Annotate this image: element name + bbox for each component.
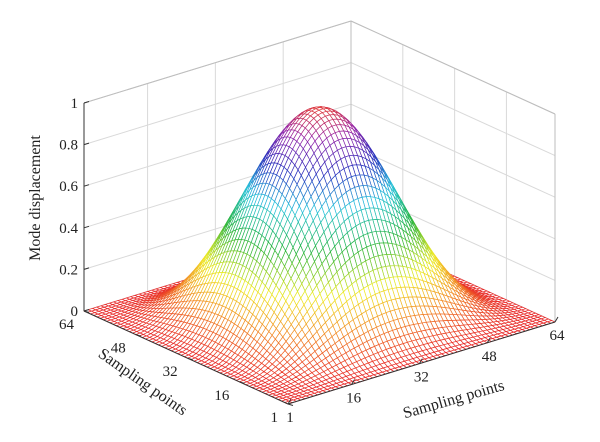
z-tick-label: 0.6: [59, 179, 78, 195]
y-tick: [135, 334, 141, 337]
y-tick-label: 16: [214, 388, 230, 404]
y-axis-line: [83, 310, 289, 405]
x-tick-label: 32: [414, 370, 429, 386]
z-axis-label: Mode displacement: [27, 135, 44, 261]
z-tick: [83, 184, 90, 187]
y-tick-label: 32: [163, 364, 178, 380]
y-tick-label: 1: [271, 410, 279, 426]
x-tick-label: 48: [482, 349, 497, 365]
z-tick-label: 1: [71, 96, 79, 112]
x-tick: [418, 358, 423, 364]
grid-line: [350, 103, 556, 198]
x-tick: [351, 379, 356, 385]
x-tick-label: 64: [550, 328, 566, 344]
y-tick: [83, 310, 90, 313]
grid-line: [350, 62, 556, 157]
box-edge: [83, 20, 352, 104]
z-tick-label: 0.4: [59, 221, 78, 237]
grid-line: [83, 62, 352, 146]
x-tick: [486, 337, 491, 344]
box-edge: [350, 20, 556, 115]
y-tick: [239, 381, 245, 384]
z-tick-label: 0: [71, 304, 79, 320]
axis-layer: [83, 101, 559, 406]
y-tick-label: 48: [111, 341, 126, 357]
z-tick: [83, 101, 90, 104]
x-tick: [287, 398, 292, 405]
z-tick-label: 0.8: [59, 138, 78, 154]
z-tick: [83, 225, 90, 229]
grid-line: [350, 145, 556, 240]
x-tick-label: 1: [286, 410, 294, 426]
y-tick-label: 64: [59, 317, 75, 333]
y-tick: [287, 403, 294, 406]
x-axis-line: [287, 321, 556, 405]
z-tick: [83, 267, 90, 270]
y-axis-label: Sampling points: [95, 345, 190, 419]
z-tick: [83, 142, 90, 146]
y-tick: [187, 357, 193, 361]
z-tick-label: 0.2: [59, 262, 78, 278]
x-tick: [554, 316, 559, 323]
x-tick-label: 16: [346, 390, 362, 406]
surface-mesh: [83, 106, 556, 405]
